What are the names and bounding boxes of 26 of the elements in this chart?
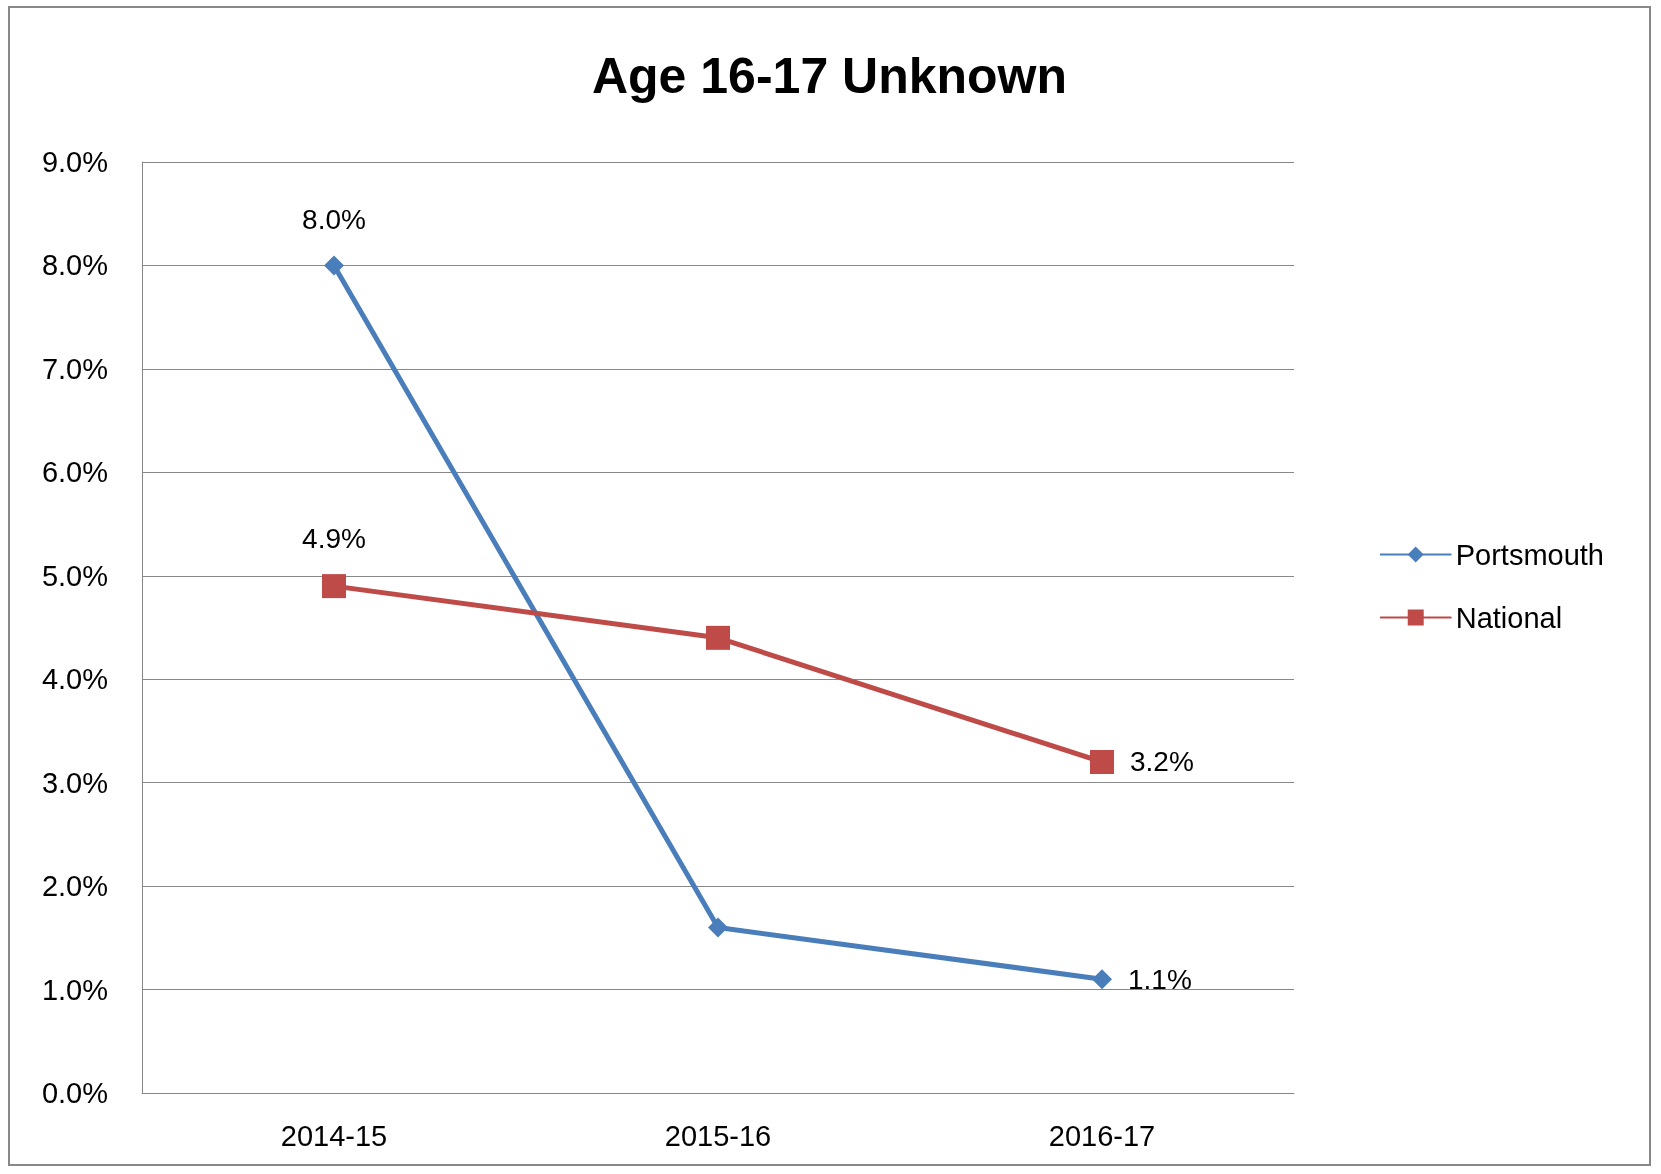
- data-label: 4.9%: [302, 522, 366, 554]
- legend-label: Portsmouth: [1455, 538, 1605, 571]
- y-tick-label: 2.0%: [41, 870, 108, 903]
- y-tick-label: 0.0%: [41, 1077, 108, 1109]
- y-tick-label: 3.0%: [41, 766, 108, 799]
- x-tick-label: 2015-16: [664, 1119, 772, 1152]
- data-label: 1.1%: [1128, 963, 1192, 995]
- y-tick-label: 8.0%: [41, 249, 108, 282]
- data-label: 3.2%: [1130, 746, 1194, 778]
- x-tick-label: 2016-17: [1048, 1119, 1156, 1152]
- y-tick-label: 6.0%: [41, 456, 108, 489]
- y-tick-label: 7.0%: [41, 352, 108, 385]
- y-tick-label: 9.0%: [41, 146, 108, 178]
- data-label: 8.0%: [302, 203, 366, 235]
- point: [1090, 749, 1114, 774]
- point: [322, 574, 346, 599]
- chart-title: Age 16-17 Unknown: [591, 48, 1068, 104]
- point: [706, 625, 730, 650]
- y-tick-label: 4.0%: [41, 663, 108, 696]
- legend-label: National: [1455, 601, 1563, 634]
- point: [324, 255, 344, 276]
- x-tick-label: 2014-15: [280, 1119, 388, 1152]
- y-tick-label: 5.0%: [41, 559, 108, 592]
- point: [708, 917, 728, 938]
- y-tick-label: 1.0%: [41, 973, 108, 1006]
- point: [1092, 969, 1112, 990]
